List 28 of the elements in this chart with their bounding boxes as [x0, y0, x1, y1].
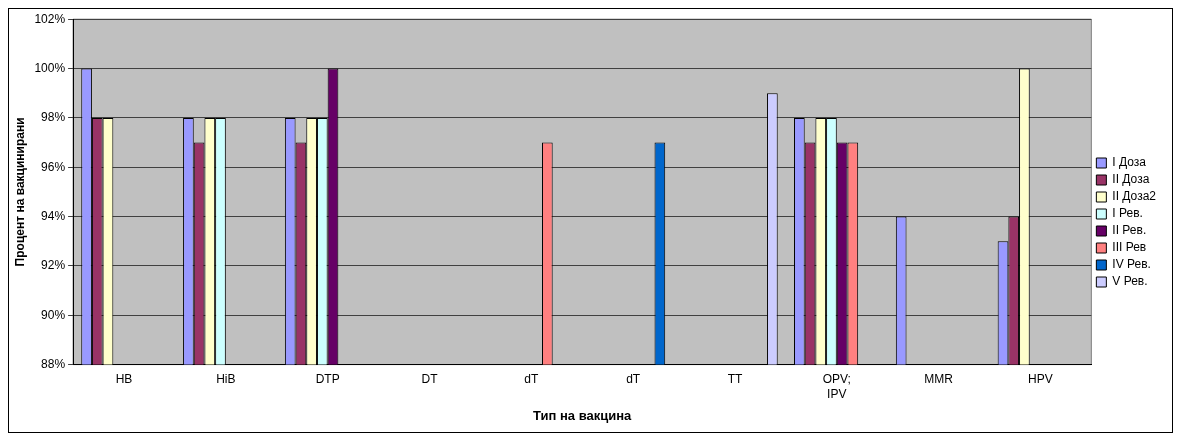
legend-label: II Доза: [1112, 172, 1150, 187]
legend-label: I Рев.: [1112, 206, 1143, 221]
y-tick-label: 90%: [41, 307, 66, 322]
y-tick-label: 88%: [41, 356, 66, 371]
legend-label: II Рев.: [1112, 223, 1147, 238]
x-tick-label: DTP: [315, 372, 340, 387]
x-tick-label: HiB: [216, 372, 236, 387]
legend-label: II Доза2: [1112, 189, 1157, 204]
x-tick-label: dT: [524, 372, 539, 387]
y-tick-label: 102%: [34, 11, 66, 26]
legend-label: IV Рев.: [1112, 257, 1151, 272]
y-tick-label: 96%: [41, 159, 66, 174]
x-tick-label: HPV: [1028, 372, 1053, 387]
legend-label: III Рев: [1112, 240, 1147, 255]
x-tick-label: dT: [626, 372, 641, 387]
x-tick-label: OPV; IPV: [822, 372, 851, 401]
y-tick-label: 94%: [41, 208, 66, 223]
y-axis-title: Процент на вакцинирани: [12, 117, 27, 267]
x-tick-label: DT: [421, 372, 439, 387]
x-tick-label: MMR: [924, 372, 954, 387]
legend-label: V Рев.: [1112, 274, 1148, 289]
x-tick-label: HB: [115, 372, 133, 387]
legend-label: I Доза: [1112, 155, 1147, 170]
y-tick-label: 98%: [41, 110, 66, 125]
x-tick-label: TT: [727, 372, 743, 387]
x-axis-title: Тип на вакцина: [533, 407, 633, 423]
y-tick-label: 92%: [41, 258, 66, 273]
y-tick-label: 100%: [34, 60, 66, 75]
